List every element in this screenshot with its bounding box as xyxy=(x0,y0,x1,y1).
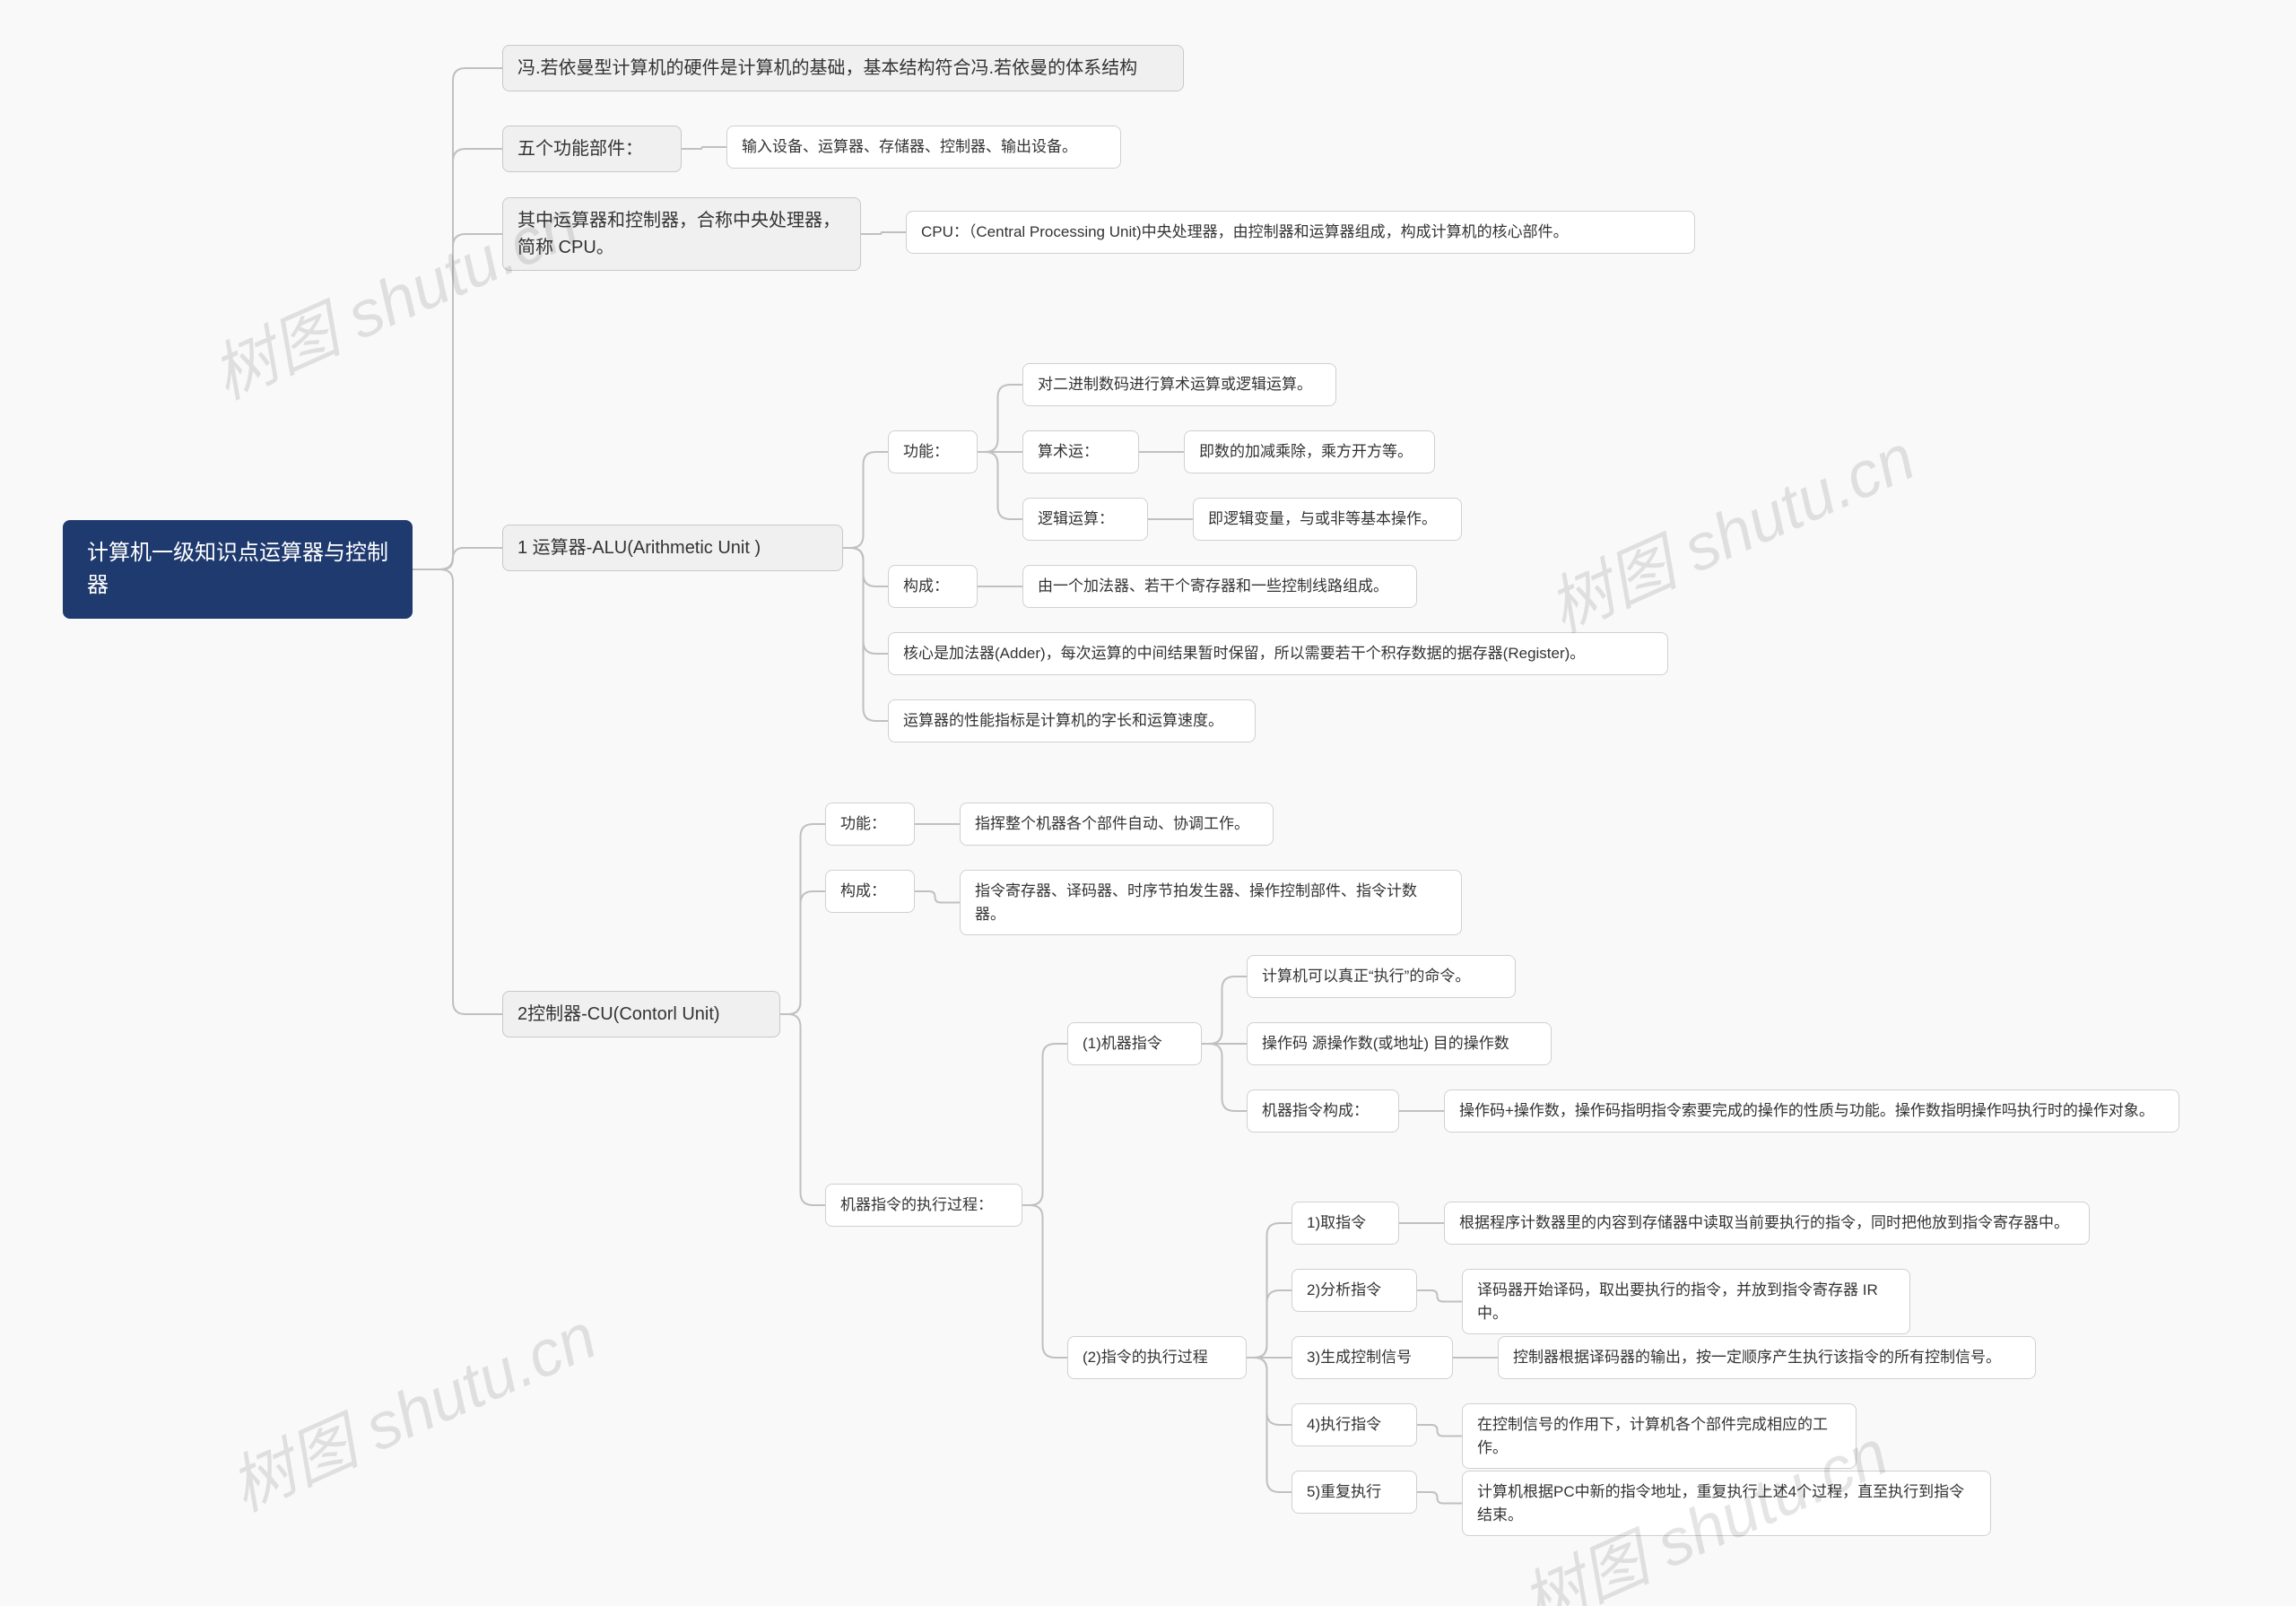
mindmap-node[interactable]: 对二进制数码进行算术运算或逻辑运算。 xyxy=(1022,363,1336,406)
mindmap-node[interactable]: 算术运： xyxy=(1022,430,1139,473)
mindmap-canvas: 计算机一级知识点运算器与控制器 冯.若依曼型计算机的硬件是计算机的基础，基本结构符… xyxy=(0,0,2296,1606)
mindmap-node[interactable]: 2)分析指令 xyxy=(1292,1269,1417,1312)
mindmap-node[interactable]: 操作码+操作数，操作码指明指令索要完成的操作的性质与功能。操作数指明操作吗执行时… xyxy=(1444,1089,2179,1133)
mindmap-node[interactable]: 5)重复执行 xyxy=(1292,1471,1417,1514)
mindmap-node[interactable]: 功能： xyxy=(825,803,915,846)
mindmap-node[interactable]: 冯.若依曼型计算机的硬件是计算机的基础，基本结构符合冯.若依曼的体系结构 xyxy=(502,45,1184,91)
mindmap-node[interactable]: 计算机根据PC中新的指令地址，重复执行上述4个过程，直至执行到指令结束。 xyxy=(1462,1471,1991,1536)
mindmap-node[interactable]: 控制器根据译码器的输出，按一定顺序产生执行该指令的所有控制信号。 xyxy=(1498,1336,2036,1379)
mindmap-node[interactable]: 译码器开始译码，取出要执行的指令，并放到指令寄存器 IR中。 xyxy=(1462,1269,1910,1334)
mindmap-node[interactable]: 计算机可以真正“执行”的命令。 xyxy=(1247,955,1516,998)
mindmap-node[interactable]: 操作码 源操作数(或地址) 目的操作数 xyxy=(1247,1022,1552,1065)
mindmap-node[interactable]: 根据程序计数器里的内容到存储器中读取当前要执行的指令，同时把他放到指令寄存器中。 xyxy=(1444,1202,2090,1245)
mindmap-node[interactable]: 五个功能部件： xyxy=(502,126,682,172)
mindmap-node[interactable]: (2)指令的执行过程 xyxy=(1067,1336,1247,1379)
mindmap-node[interactable]: 机器指令的执行过程： xyxy=(825,1184,1022,1227)
mindmap-node[interactable]: 输入设备、运算器、存储器、控制器、输出设备。 xyxy=(726,126,1121,169)
mindmap-node[interactable]: 计算机一级知识点运算器与控制器 xyxy=(63,520,413,619)
mindmap-node[interactable]: 即逻辑变量，与或非等基本操作。 xyxy=(1193,498,1462,541)
mindmap-node[interactable]: (1)机器指令 xyxy=(1067,1022,1202,1065)
mindmap-node[interactable]: 指令寄存器、译码器、时序节拍发生器、操作控制部件、指令计数器。 xyxy=(960,870,1462,935)
mindmap-node[interactable]: 3)生成控制信号 xyxy=(1292,1336,1453,1379)
mindmap-node[interactable]: 在控制信号的作用下，计算机各个部件完成相应的工作。 xyxy=(1462,1403,1857,1469)
mindmap-node[interactable]: 其中运算器和控制器，合称中央处理器， 简称 CPU。 xyxy=(502,197,861,271)
mindmap-node[interactable]: 指挥整个机器各个部件自动、协调工作。 xyxy=(960,803,1274,846)
mindmap-node[interactable]: 2控制器-CU(Contorl Unit) xyxy=(502,991,780,1037)
mindmap-node[interactable]: CPU：（Central Processing Unit)中央处理器，由控制器和… xyxy=(906,211,1695,254)
mindmap-node[interactable]: 机器指令构成： xyxy=(1247,1089,1399,1133)
watermark: 树图 shutu.cn xyxy=(213,1284,608,1529)
mindmap-node[interactable]: 由一个加法器、若干个寄存器和一些控制线路组成。 xyxy=(1022,565,1417,608)
mindmap-node[interactable]: 构成： xyxy=(825,870,915,913)
mindmap-node[interactable]: 4)执行指令 xyxy=(1292,1403,1417,1446)
mindmap-node[interactable]: 功能： xyxy=(888,430,978,473)
mindmap-node[interactable]: 构成： xyxy=(888,565,978,608)
mindmap-node[interactable]: 1)取指令 xyxy=(1292,1202,1399,1245)
mindmap-node[interactable]: 核心是加法器(Adder)，每次运算的中间结果暂时保留，所以需要若干个积存数据的… xyxy=(888,632,1668,675)
mindmap-node[interactable]: 1 运算器-ALU(Arithmetic Unit ) xyxy=(502,525,843,571)
watermark: 树图 shutu.cn xyxy=(1531,405,1926,650)
mindmap-node[interactable]: 逻辑运算： xyxy=(1022,498,1148,541)
mindmap-node[interactable]: 即数的加减乘除，乘方开方等。 xyxy=(1184,430,1435,473)
mindmap-node[interactable]: 运算器的性能指标是计算机的字长和运算速度。 xyxy=(888,699,1256,742)
